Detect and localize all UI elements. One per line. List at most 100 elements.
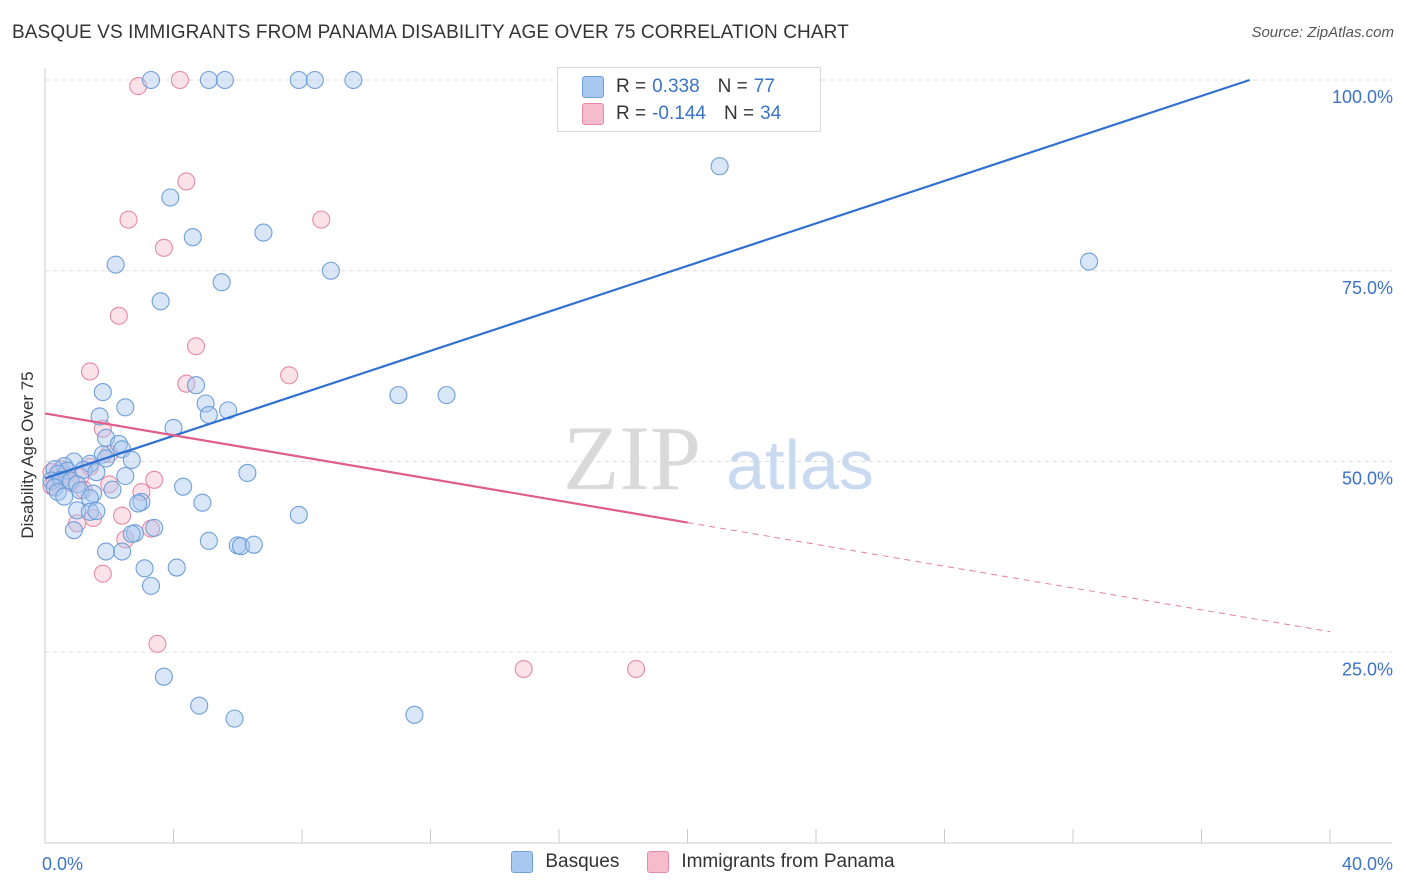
panama-point [109,306,128,325]
basques-point [151,292,170,311]
basques-point [1080,252,1099,271]
basques-point [48,482,67,502]
basques-point [199,70,218,90]
r-label: R = [616,76,647,97]
panama-point [100,475,119,494]
panama-point [119,210,138,229]
chart-title: BASQUE VS IMMIGRANTS FROM PANAMA DISABIL… [12,22,849,43]
basques-point [87,463,106,482]
basques-point [196,394,215,413]
panama-point [280,366,299,385]
gridlines [45,79,1392,653]
n-label: N = [723,103,755,124]
data-points [42,70,1099,728]
panama-point [80,362,100,381]
panama-point [186,337,206,356]
basques-point [212,273,231,292]
basques-point [122,450,141,470]
n-label: N = [717,76,748,97]
panama-point [627,659,646,679]
blue-swatch [511,851,534,873]
r-value: 0.338 [652,76,700,97]
basques-point [193,493,212,512]
basques-point [389,386,408,405]
basques-point [64,521,83,540]
basques-point [174,477,193,496]
basques-point [344,70,363,90]
panama-point [145,470,164,489]
basques-point [80,502,100,521]
legend-row-basques: R = 0.338 N = 77 [558,73,775,101]
r-value: -0.144 [652,103,706,124]
basques-point [96,542,116,561]
basques-point [186,376,206,395]
basques-point [167,558,186,577]
x-tick-labels: 0.0% 40.0% [42,854,1393,874]
basques-point [122,524,141,544]
y-tick-labels: 25.0% 50.0% 75.0% 100.0% [1332,87,1393,679]
blue-swatch [582,76,604,98]
basques-point [289,70,308,90]
basques-point [199,405,218,425]
basques-point [244,535,263,554]
pink-swatch [647,851,670,873]
basques-point [93,383,112,402]
legend-label: Basques [545,851,620,872]
basques-point [87,502,106,521]
correlation-legend: R = 0.338 N = 77 R = -0.144 N = 34 [557,67,821,132]
basques-point [103,480,122,499]
legend-item-basques: Basques [511,851,619,873]
basques-point [109,434,128,454]
basques-point [183,228,202,247]
basques-point [405,705,424,724]
basques-point [141,576,161,595]
basques-point [710,157,729,176]
basques-point [90,407,109,426]
legend-row-panama: R = -0.144 N = 34 [558,100,781,128]
panama-trend-extension [687,522,1331,633]
source-credit: Source: ZipAtlas.com [1251,24,1394,41]
series-legend: Basques Immigrants from Panama [0,851,1406,873]
x-tick-label: 0.0% [42,854,83,874]
basques-point [129,494,148,513]
basques-point [145,518,164,537]
axes [44,68,1392,844]
pink-swatch [582,103,604,125]
basques-point [132,492,151,511]
basques-point [161,188,180,207]
basques-point [289,505,308,524]
panama-point [154,238,173,257]
panama-point [177,172,196,191]
x-tick-label: 40.0% [1342,854,1393,874]
basques-point [238,463,257,482]
n-value: 77 [753,76,775,97]
panama-point [132,482,151,502]
y-tick-label: 50.0% [1342,469,1393,489]
watermark-zip: ZIP [563,407,701,509]
basques-point [305,70,324,90]
y-tick-label: 25.0% [1342,659,1393,679]
basques-point [135,559,154,578]
panama-point [177,374,196,393]
basques-point [106,255,125,274]
y-tick-label: 75.0% [1342,278,1393,298]
panama-point [93,564,112,583]
panama-trend-line [44,412,688,524]
basques-point [321,261,340,280]
panama-point [312,210,331,229]
legend-label: Immigrants from Panama [681,851,895,872]
basques-point [437,386,456,405]
trend-lines [44,78,1331,633]
panama-point [113,506,132,525]
y-tick-label: 100.0% [1332,87,1393,107]
basques-point [199,531,218,550]
n-value: 34 [760,103,782,124]
basques-point [116,466,135,486]
basques-point [215,70,234,90]
basques-trend-line [44,78,1251,480]
basques-point [154,667,173,686]
basques-point [190,696,209,715]
basques-point [113,542,132,561]
panama-point [514,659,533,679]
